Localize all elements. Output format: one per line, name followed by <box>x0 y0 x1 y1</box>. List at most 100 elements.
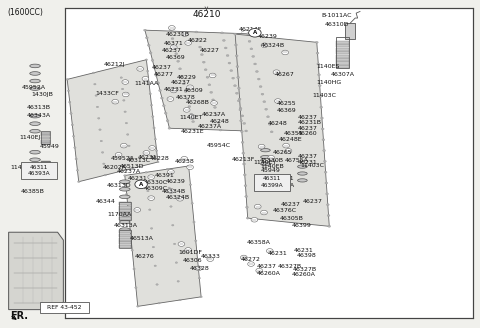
Circle shape <box>92 72 95 73</box>
Circle shape <box>170 88 177 93</box>
Text: 46202A: 46202A <box>102 165 126 170</box>
Bar <box>254 174 290 191</box>
Circle shape <box>150 104 153 106</box>
Bar <box>22 162 58 179</box>
Text: 45952A: 45952A <box>111 156 135 161</box>
Circle shape <box>242 163 245 165</box>
Circle shape <box>158 90 161 92</box>
Text: 1140EB: 1140EB <box>261 164 284 169</box>
Circle shape <box>66 79 69 80</box>
Bar <box>41 137 50 139</box>
Circle shape <box>185 248 192 252</box>
Circle shape <box>261 93 264 95</box>
Polygon shape <box>235 34 329 226</box>
Bar <box>41 169 50 171</box>
Circle shape <box>226 54 229 56</box>
Text: 46237: 46237 <box>298 114 317 120</box>
Text: 45949: 45949 <box>40 144 60 149</box>
Circle shape <box>146 70 149 72</box>
Circle shape <box>318 74 321 76</box>
Circle shape <box>242 152 245 154</box>
Circle shape <box>67 90 70 92</box>
Text: 46306: 46306 <box>183 258 203 263</box>
Text: 46231: 46231 <box>267 251 287 256</box>
Circle shape <box>246 33 249 35</box>
Text: 46222: 46222 <box>187 37 207 43</box>
Circle shape <box>171 38 174 40</box>
Circle shape <box>275 99 281 103</box>
Circle shape <box>316 52 319 54</box>
Bar <box>41 134 50 136</box>
Circle shape <box>254 204 261 209</box>
Circle shape <box>181 32 188 36</box>
Circle shape <box>148 175 155 179</box>
Circle shape <box>129 156 132 158</box>
Circle shape <box>175 53 178 55</box>
Circle shape <box>232 77 235 79</box>
Circle shape <box>125 193 128 195</box>
Circle shape <box>322 139 325 141</box>
Circle shape <box>135 180 147 189</box>
Circle shape <box>201 53 204 55</box>
Circle shape <box>103 163 105 165</box>
Circle shape <box>69 101 71 103</box>
Text: 46227: 46227 <box>200 48 220 53</box>
Text: 46313B: 46313B <box>26 105 50 110</box>
Text: 46399: 46399 <box>292 222 312 228</box>
Circle shape <box>149 52 152 54</box>
Circle shape <box>178 242 185 246</box>
Circle shape <box>230 70 233 72</box>
Circle shape <box>256 268 263 273</box>
Text: 46343A: 46343A <box>27 113 51 118</box>
Ellipse shape <box>298 165 307 168</box>
Text: 46313A: 46313A <box>113 223 137 228</box>
Circle shape <box>145 37 148 39</box>
Circle shape <box>170 45 177 50</box>
Circle shape <box>120 143 127 148</box>
Circle shape <box>160 97 163 99</box>
Bar <box>41 172 50 174</box>
Circle shape <box>285 149 292 153</box>
Ellipse shape <box>261 162 270 166</box>
Text: 46213F: 46213F <box>231 157 255 162</box>
Bar <box>65 8 473 318</box>
Circle shape <box>282 50 288 55</box>
Text: B-1011AC: B-1011AC <box>322 12 352 18</box>
Circle shape <box>177 196 183 201</box>
Text: 46237: 46237 <box>171 80 191 85</box>
Circle shape <box>187 165 193 170</box>
Text: 46260A: 46260A <box>291 272 315 277</box>
Circle shape <box>240 120 242 122</box>
Bar <box>41 131 50 144</box>
Text: 46260A: 46260A <box>256 271 280 276</box>
Circle shape <box>76 170 79 171</box>
Circle shape <box>122 92 129 97</box>
Ellipse shape <box>120 213 130 216</box>
Circle shape <box>266 116 269 118</box>
Circle shape <box>157 302 160 304</box>
Bar <box>41 139 50 142</box>
Text: 46268B: 46268B <box>185 100 209 106</box>
Circle shape <box>246 217 249 219</box>
Circle shape <box>125 122 128 124</box>
Circle shape <box>150 228 153 229</box>
Bar <box>119 234 131 237</box>
Text: 46333: 46333 <box>201 254 220 259</box>
Circle shape <box>221 32 224 34</box>
Circle shape <box>326 204 329 206</box>
Circle shape <box>180 75 183 77</box>
Circle shape <box>216 114 218 116</box>
Ellipse shape <box>30 158 40 161</box>
Circle shape <box>191 202 193 204</box>
Circle shape <box>251 217 258 222</box>
Circle shape <box>214 106 216 108</box>
Circle shape <box>168 127 171 129</box>
Circle shape <box>186 98 189 100</box>
Circle shape <box>198 277 201 279</box>
Circle shape <box>169 30 172 32</box>
Bar <box>41 166 50 169</box>
Circle shape <box>124 174 126 176</box>
FancyBboxPatch shape <box>40 302 89 313</box>
Text: 46237A: 46237A <box>198 124 222 129</box>
Text: 46239: 46239 <box>166 179 186 184</box>
